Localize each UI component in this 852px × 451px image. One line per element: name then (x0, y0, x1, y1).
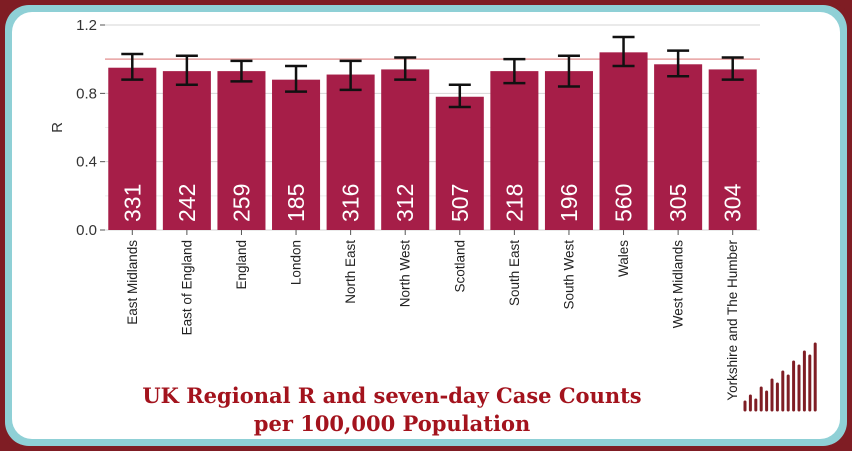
bar (490, 71, 539, 230)
bar (108, 67, 157, 230)
y-tick-label: 0.4 (76, 154, 97, 171)
bar-case-count-label: 304 (720, 183, 746, 222)
x-category-label: East of England (179, 240, 194, 335)
bar (708, 69, 757, 230)
bar-case-count-label: 196 (556, 184, 582, 222)
chart-card: 0.0 0.4 0.8 1.2 R 331 East Midlands 242 East of … (12, 12, 840, 439)
x-category-label: London (289, 240, 304, 285)
x-category-label: South West (561, 240, 576, 310)
bar (217, 71, 266, 230)
y-axis-label: R (49, 122, 66, 133)
bar-case-count-label: 331 (119, 184, 145, 222)
bar-case-count-label: 312 (392, 184, 418, 222)
x-category-label: Yorkshire and The Humber (725, 240, 740, 401)
bar-case-count-label: 259 (228, 184, 254, 222)
x-category-label: Wales (616, 240, 631, 277)
bar-case-count-label: 507 (447, 184, 473, 222)
y-tick-label: 1.2 (76, 17, 97, 34)
x-category-label: South East (507, 240, 522, 306)
bar (162, 71, 211, 230)
bar-logo-icon (743, 342, 817, 412)
bar (599, 52, 648, 231)
chart-title: UK Regional R and seven-day Case Counts … (132, 382, 652, 438)
bar-case-count-label: 218 (501, 184, 527, 222)
x-category-label: England (234, 240, 249, 290)
bar-case-count-label: 316 (338, 184, 364, 222)
bar-chart: 0.0 0.4 0.8 1.2 R 331 East Midlands 242 East of … (49, 17, 817, 412)
chart-title-line-2: per 100,000 Population (253, 411, 531, 436)
bar (381, 69, 430, 230)
bar (272, 79, 321, 231)
y-tick-label: 0.0 (76, 222, 97, 239)
bar-case-count-label: 185 (283, 184, 309, 222)
bar (326, 74, 375, 230)
x-category-label: East Midlands (125, 240, 140, 325)
bar-case-count-label: 242 (174, 184, 200, 222)
bar (435, 96, 484, 230)
y-tick-label: 0.8 (76, 85, 97, 102)
bar-case-count-label: 305 (665, 184, 691, 222)
bar (654, 64, 703, 230)
x-category-label: North West (398, 240, 413, 308)
x-category-label: North East (343, 240, 358, 304)
x-category-label: Scotland (452, 240, 467, 293)
bar (544, 71, 593, 230)
bar-case-count-label: 560 (611, 184, 637, 222)
x-category-label: West Midlands (671, 240, 686, 329)
chart-title-line-1: UK Regional R and seven-day Case Counts (142, 383, 642, 408)
